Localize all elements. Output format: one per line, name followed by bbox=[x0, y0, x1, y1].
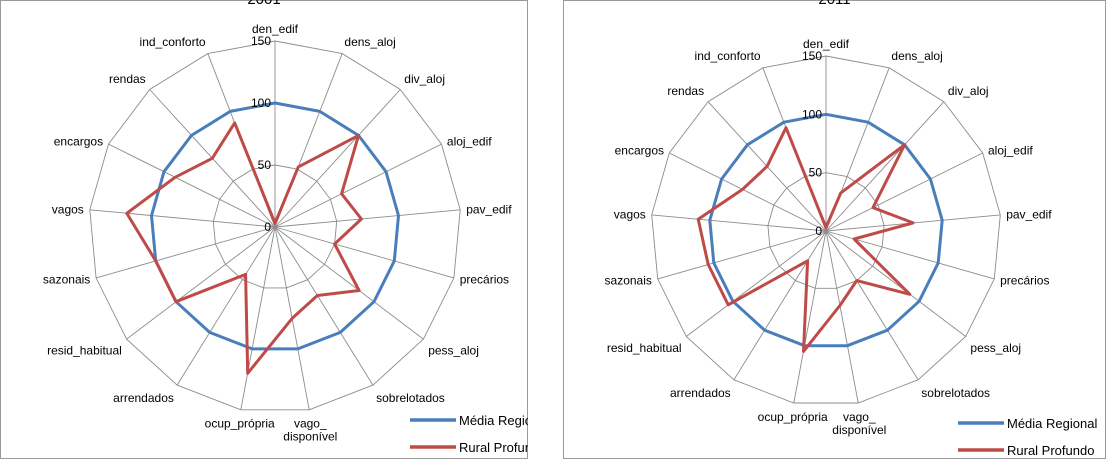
grid-spoke bbox=[176, 226, 276, 386]
axis-label-precarios: precários bbox=[460, 273, 509, 287]
axis-label-resid-habitual: resid_habitual bbox=[607, 341, 682, 355]
axis-label-pav-edif: pav_edif bbox=[466, 202, 512, 216]
tick-label: 50 bbox=[258, 158, 272, 172]
axis-label-ocup-propria: ocup_própria bbox=[758, 410, 828, 424]
axis-label-dens-aloj: dens_aloj bbox=[891, 49, 942, 63]
chart-frame bbox=[563, 0, 1106, 459]
chart-title: 2001 bbox=[0, 0, 528, 8]
axis-label-div-aloj: div_aloj bbox=[404, 72, 445, 86]
tick-label: 150 bbox=[251, 34, 271, 48]
grid-spoke bbox=[274, 143, 442, 228]
axis-label-dens-aloj: dens_aloj bbox=[344, 35, 395, 49]
grid-ring bbox=[212, 164, 338, 289]
grid-ring bbox=[89, 40, 461, 411]
axis-label-vagos: vagos bbox=[52, 202, 84, 216]
grid-spoke bbox=[126, 226, 276, 340]
axis-label-arrendados: arrendados bbox=[113, 391, 174, 405]
series-line-media-regional bbox=[150, 101, 400, 351]
axis-label-sazonais: sazonais bbox=[43, 273, 90, 287]
grid-spoke bbox=[89, 209, 276, 228]
series-line-rural-profundo bbox=[125, 121, 363, 375]
axis-label-sobrelotados: sobrelotados bbox=[921, 386, 990, 400]
tick-label: 100 bbox=[802, 107, 822, 121]
axis-label-vago-disponivel: vago_ disponível bbox=[832, 410, 886, 437]
grid-spoke bbox=[825, 152, 983, 232]
grid-spoke bbox=[825, 230, 919, 381]
chart-title: 2011 bbox=[563, 0, 1106, 8]
grid-spoke bbox=[825, 230, 966, 337]
axis-label-den-edif: den_edif bbox=[803, 37, 850, 51]
legend-label: Rural Profundo bbox=[459, 440, 528, 455]
tick-label: 0 bbox=[264, 220, 271, 234]
axis-label-arrendados: arrendados bbox=[670, 386, 731, 400]
grid-ring bbox=[651, 55, 1001, 404]
legend-label: Rural Profundo bbox=[1007, 443, 1094, 458]
axis-label-encargos: encargos bbox=[54, 134, 103, 148]
axis-label-sazonais: sazonais bbox=[605, 274, 652, 288]
grid-spoke bbox=[95, 226, 276, 279]
grid-spoke bbox=[274, 226, 374, 386]
axis-label-resid-habitual: resid_habitual bbox=[47, 344, 122, 358]
tick-label: 0 bbox=[815, 224, 822, 238]
grid-spoke bbox=[825, 230, 859, 404]
grid-spoke bbox=[274, 209, 461, 228]
series-line-rural-profundo bbox=[696, 126, 915, 353]
axis-label-pess-aloj: pess_aloj bbox=[970, 341, 1021, 355]
tick-label: 150 bbox=[802, 49, 822, 63]
grid-spoke bbox=[793, 230, 827, 404]
grid-spoke bbox=[240, 226, 276, 410]
axis-label-den-edif: den_edif bbox=[252, 22, 299, 36]
grid-spoke bbox=[669, 152, 827, 232]
grid-spoke bbox=[733, 230, 827, 381]
grid-spoke bbox=[274, 226, 455, 279]
axis-label-ind-conforto: ind_conforto bbox=[695, 49, 761, 63]
grid-spoke bbox=[274, 89, 401, 228]
axis-label-encargos: encargos bbox=[615, 143, 664, 157]
legend-label: Média Regional bbox=[459, 413, 528, 428]
grid-spoke bbox=[274, 226, 424, 340]
series-line-media-regional bbox=[708, 112, 944, 348]
axis-label-vagos: vagos bbox=[614, 207, 646, 221]
axis-label-aloj-edif: aloj_edif bbox=[447, 134, 492, 148]
grid-spoke bbox=[651, 214, 827, 232]
axis-label-rendas: rendas bbox=[667, 84, 704, 98]
axis-label-sobrelotados: sobrelotados bbox=[376, 391, 445, 405]
axis-label-pav-edif: pav_edif bbox=[1006, 207, 1052, 221]
grid-spoke bbox=[686, 230, 827, 337]
grid-spoke bbox=[108, 143, 276, 228]
axis-label-precarios: precários bbox=[1000, 274, 1049, 288]
axis-label-div-aloj: div_aloj bbox=[948, 84, 989, 98]
axis-label-pess-aloj: pess_aloj bbox=[428, 344, 479, 358]
axis-label-ocup-propria: ocup_própria bbox=[205, 417, 275, 431]
axis-label-aloj-edif: aloj_edif bbox=[988, 143, 1033, 157]
axis-label-ind-conforto: ind_conforto bbox=[140, 35, 206, 49]
legend: Média Regional Rural Profundo bbox=[958, 416, 1097, 458]
tick-label: 100 bbox=[251, 96, 271, 110]
legend-label: Média Regional bbox=[1007, 416, 1097, 431]
grid-spoke bbox=[825, 101, 945, 232]
tick-label: 50 bbox=[809, 166, 823, 180]
axis-label-rendas: rendas bbox=[109, 72, 146, 86]
axis-label-vago-disponivel: vago_ disponível bbox=[283, 417, 337, 444]
chart-frame bbox=[0, 0, 528, 459]
legend: Média Regional Rural Profundo bbox=[410, 413, 528, 455]
grid-spoke bbox=[657, 230, 827, 280]
